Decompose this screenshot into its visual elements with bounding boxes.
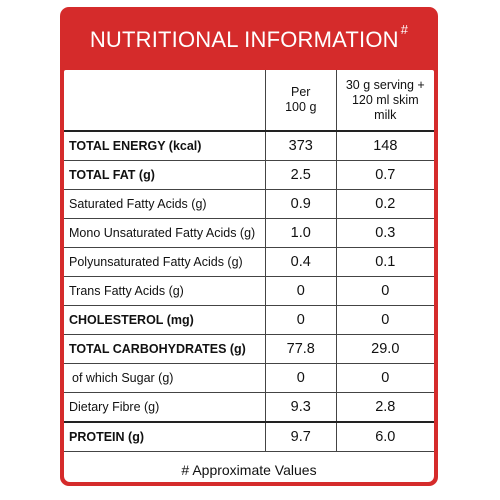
row-value-per-100g: 0: [264, 276, 337, 306]
table-row: TOTAL FAT (g) 2.5 0.7: [64, 160, 434, 190]
table-row: Dietary Fibre (g) 9.3 2.8: [64, 392, 434, 423]
row-value-serving: 148: [335, 130, 434, 161]
table-row: Saturated Fatty Acids (g) 0.9 0.2: [64, 189, 434, 219]
header-per-100g-text: Per 100 g: [285, 85, 317, 114]
table-row: TOTAL CARBOHYDRATES (g) 77.8 29.0: [64, 334, 434, 364]
row-value-serving: 2.8: [335, 392, 434, 423]
row-label-mono-unsaturated-fat: Mono Unsaturated Fatty Acids (g): [64, 218, 266, 248]
row-value-per-100g: 0.4: [264, 247, 337, 277]
title-text: NUTRITIONAL INFORMATION: [89, 27, 399, 52]
row-value-per-100g: 0: [264, 305, 337, 335]
table-row: Mono Unsaturated Fatty Acids (g) 1.0 0.3: [64, 218, 434, 248]
row-value-per-100g: 9.7: [264, 421, 337, 452]
row-label-cholesterol: CHOLESTEROL (mg): [64, 305, 266, 335]
table-row: CHOLESTEROL (mg) 0 0: [64, 305, 434, 335]
row-label-saturated-fat: Saturated Fatty Acids (g): [64, 189, 266, 219]
nutrition-table: Per 100 g 30 g serving + 120 ml skim mil…: [64, 70, 434, 452]
row-value-serving: 0.7: [335, 160, 434, 190]
header-empty-cell: [64, 70, 266, 132]
row-label-polyunsaturated-fat: Polyunsaturated Fatty Acids (g): [64, 247, 266, 277]
row-value-per-100g: 9.3: [264, 392, 337, 423]
row-value-serving: 29.0: [335, 334, 434, 364]
table-row: Polyunsaturated Fatty Acids (g) 0.4 0.1: [64, 247, 434, 277]
row-value-serving: 0: [335, 276, 434, 306]
row-label-protein: PROTEIN (g): [64, 421, 266, 452]
row-label-total-fat: TOTAL FAT (g): [64, 160, 266, 190]
row-label-trans-fat: Trans Fatty Acids (g): [64, 276, 266, 306]
row-value-serving: 0.2: [335, 189, 434, 219]
row-label-total-carbohydrates: TOTAL CARBOHYDRATES (g): [64, 334, 266, 364]
row-label-total-energy: TOTAL ENERGY (kcal): [64, 130, 266, 161]
row-value-serving: 0: [335, 363, 434, 393]
header-serving-text: 30 g serving + 120 ml skim milk: [345, 77, 425, 122]
row-value-per-100g: 77.8: [264, 334, 337, 364]
footnote-approximate-values: # Approximate Values: [181, 462, 317, 478]
table-row: of which Sugar (g) 0 0: [64, 363, 434, 393]
row-label-sugar: of which Sugar (g): [64, 363, 266, 393]
header-serving: 30 g serving + 120 ml skim milk: [335, 70, 434, 132]
row-value-per-100g: 1.0: [264, 218, 337, 248]
table-row: Trans Fatty Acids (g) 0 0: [64, 276, 434, 306]
table-header-row: Per 100 g 30 g serving + 120 ml skim mil…: [64, 70, 434, 132]
row-value-per-100g: 0: [264, 363, 337, 393]
row-value-serving: 0.3: [335, 218, 434, 248]
row-value-per-100g: 2.5: [264, 160, 337, 190]
table-row: TOTAL ENERGY (kcal) 373 148: [64, 130, 434, 161]
nutrition-panel: NUTRITIONAL INFORMATION # Per 100 g 30 g …: [60, 7, 438, 486]
nutrition-table-card: Per 100 g 30 g serving + 120 ml skim mil…: [64, 70, 434, 482]
row-value-serving: 0.1: [335, 247, 434, 277]
row-value-per-100g: 373: [264, 130, 337, 161]
row-label-dietary-fibre: Dietary Fibre (g): [64, 392, 266, 423]
title-footnote-mark: #: [400, 22, 409, 37]
panel-title: NUTRITIONAL INFORMATION #: [60, 7, 438, 70]
table-row: PROTEIN (g) 9.7 6.0: [64, 421, 434, 452]
row-value-serving: 0: [335, 305, 434, 335]
header-per-100g: Per 100 g: [264, 70, 337, 132]
row-value-serving: 6.0: [335, 421, 434, 452]
row-value-per-100g: 0.9: [264, 189, 337, 219]
